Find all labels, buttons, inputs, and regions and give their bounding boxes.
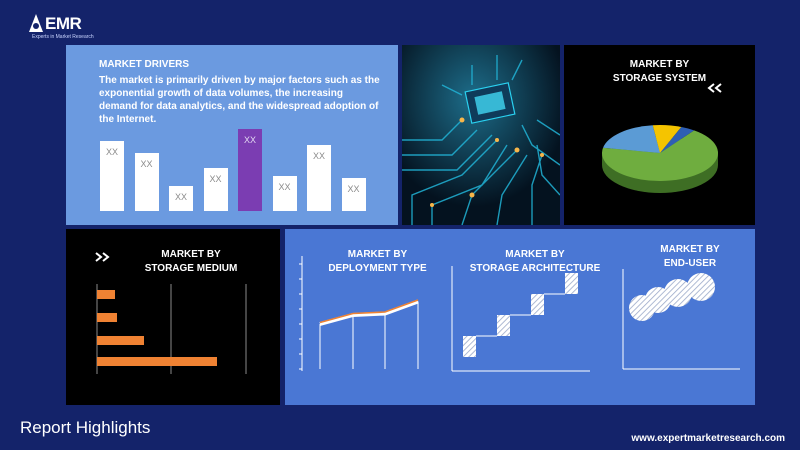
medium-bar bbox=[97, 357, 217, 366]
driver-bar: XX bbox=[100, 141, 124, 211]
storage-system-pie-chart bbox=[602, 125, 718, 193]
circuit-board-image bbox=[402, 45, 560, 225]
market-drivers-panel: MARKET DRIVERS The market is primarily d… bbox=[66, 45, 398, 225]
end-user-bubble bbox=[664, 279, 692, 307]
pie-slice bbox=[603, 125, 660, 153]
driver-bar: XX bbox=[272, 176, 297, 211]
deployment-line-shadow bbox=[319, 299, 419, 326]
double-chevron-left-icon bbox=[707, 83, 722, 93]
report-highlights-heading: Report Highlights bbox=[20, 418, 151, 437]
emr-logo[interactable]: EMR Experts in Market Research bbox=[18, 14, 94, 40]
market-drivers-text: The market is primarily driven by major … bbox=[99, 75, 380, 125]
market-drivers-title: MARKET DRIVERS bbox=[99, 59, 190, 70]
medium-bar bbox=[97, 336, 144, 345]
architecture-step-bar bbox=[565, 273, 578, 294]
storage-medium-bar-chart bbox=[96, 284, 247, 374]
logo-mark-icon bbox=[29, 14, 43, 32]
storage-system-title: MARKET BY STORAGE SYSTEM bbox=[612, 59, 707, 84]
driver-bar: XX bbox=[169, 186, 193, 211]
logo-subtitle: Experts in Market Research bbox=[32, 34, 94, 40]
double-chevron-right-icon bbox=[95, 252, 110, 262]
end-user-title: MARKET BY END-USER bbox=[660, 244, 720, 269]
driver-bar: XX bbox=[203, 168, 228, 211]
deployment-line bbox=[319, 299, 419, 324]
architecture-step-bar bbox=[531, 294, 544, 315]
architecture-step-bar bbox=[463, 336, 476, 357]
driver-bar: XX bbox=[341, 178, 366, 211]
medium-bar bbox=[97, 313, 117, 322]
segmentation-panel: MARKET BY DEPLOYMENT TYPE MARKET BY STOR… bbox=[285, 229, 755, 405]
driver-bar: XX bbox=[134, 153, 159, 211]
end-user-bubble bbox=[687, 273, 715, 301]
architecture-step-bar bbox=[497, 315, 510, 336]
logo-text: EMR bbox=[45, 14, 82, 33]
storage-medium-panel: MARKET BY STORAGE MEDIUM bbox=[66, 229, 280, 405]
pie-slice bbox=[660, 126, 695, 153]
website-link[interactable]: www.expertmarketresearch.com bbox=[631, 433, 785, 444]
pie-slice bbox=[602, 130, 718, 181]
medium-bar bbox=[97, 290, 115, 299]
storage-system-panel: MARKET BY STORAGE SYSTEM bbox=[564, 45, 755, 225]
driver-bar: XX bbox=[238, 129, 262, 211]
pie-slice bbox=[652, 125, 682, 153]
segmentation-charts bbox=[299, 256, 740, 372]
driver-bar: XX bbox=[307, 145, 331, 211]
storage-medium-title: MARKET BY STORAGE MEDIUM bbox=[144, 249, 238, 274]
storage-architecture-title: MARKET BY STORAGE ARCHITECTURE bbox=[469, 249, 601, 274]
deployment-type-title: MARKET BY DEPLOYMENT TYPE bbox=[328, 249, 427, 274]
